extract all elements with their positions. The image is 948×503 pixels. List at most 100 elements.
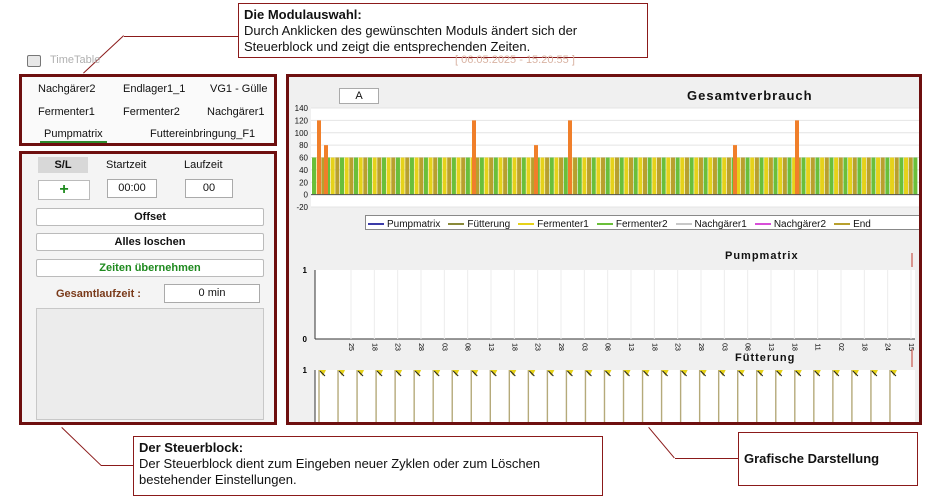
- chart1-y-tick: 0: [304, 191, 309, 200]
- chart1-bar: [899, 157, 904, 195]
- clear-all-button[interactable]: Alles loschen: [36, 233, 264, 251]
- legend-label: Nachgärer1: [694, 218, 747, 230]
- chart3-pulse-tick: [643, 370, 649, 377]
- chart1-bar: [447, 157, 452, 195]
- chart3-pulse-tick: [662, 370, 668, 377]
- chart1-bar: [461, 157, 466, 195]
- chart2-plot-area: [315, 270, 915, 339]
- module-futtereinbringung-f1[interactable]: Futtereinbringung_F1: [150, 128, 256, 140]
- chart1-bar: [801, 157, 806, 195]
- leader-modul-h: [124, 36, 238, 37]
- chart3-pulse-tick: [852, 370, 859, 377]
- chart1-bar: [587, 157, 592, 195]
- graph-tab-a[interactable]: A: [339, 88, 379, 104]
- offset-button[interactable]: Offset: [36, 208, 264, 226]
- legend-item: Nachgärer1: [675, 218, 747, 230]
- chart1-bar: [750, 157, 755, 195]
- chart1-y-tick: 80: [299, 141, 308, 150]
- chart1-bar: [325, 157, 331, 195]
- chart2-y-tick: 0: [303, 335, 308, 344]
- module-fermenter1[interactable]: Fermenter1: [38, 106, 95, 118]
- legend-item: Nachgärer2: [754, 218, 827, 230]
- chart3-pulse-tick: [567, 370, 573, 377]
- chart1-bar: [708, 157, 713, 195]
- duration-label: Laufzeit: [184, 159, 223, 171]
- chart1-bar: [848, 157, 853, 195]
- module-nachgaerer2[interactable]: Nachgärer2: [38, 83, 96, 95]
- chart1-bar: [852, 157, 857, 195]
- chart1-bar: [573, 157, 578, 195]
- duration-input[interactable]: 00: [185, 179, 233, 198]
- legend-item: End: [834, 219, 871, 229]
- legend-label: Fütterung: [467, 218, 511, 230]
- chart1-bar: [409, 157, 414, 195]
- chart3-pulse-tick: [795, 370, 802, 377]
- legend-swatch: [518, 223, 535, 225]
- chart1-bar: [726, 157, 731, 195]
- chart1-bar: [433, 157, 438, 195]
- legend-label: Fermenter1: [537, 218, 589, 230]
- chart3-pulse-tick: [871, 370, 878, 377]
- chart3-pulse-tick: [357, 370, 364, 377]
- sl-tab[interactable]: S/L: [38, 157, 88, 173]
- module-pumpmatrix[interactable]: Pumpmatrix: [40, 128, 107, 143]
- chart1-bar: [437, 157, 442, 195]
- legend-swatch: [675, 223, 692, 225]
- chart2-y-tick: 1: [303, 266, 308, 275]
- legend-item: Fütterung: [448, 218, 511, 230]
- chart1-bar: [367, 157, 372, 195]
- module-vg1-guelle[interactable]: VG1 - Gülle: [210, 83, 268, 95]
- chart1-bar: [540, 157, 545, 195]
- chart2-x-tick: 11: [814, 343, 821, 350]
- chart1-bar: [642, 157, 648, 195]
- chart2-x-tick: 28: [417, 343, 424, 351]
- chart1-bar: [531, 157, 536, 195]
- chart1-bar: [400, 157, 405, 195]
- chart1-bar: [806, 157, 811, 195]
- chart1-peak-bar: [795, 120, 799, 195]
- window-icon: [27, 55, 41, 67]
- apply-times-button[interactable]: Zeiten übernehmen: [36, 259, 264, 277]
- chart1-bar: [624, 157, 629, 195]
- chart1-y-tick: -20: [296, 203, 308, 212]
- legend-label: Nachgärer2: [773, 218, 827, 230]
- chart1-bar: [582, 157, 587, 195]
- legend-swatch: [754, 223, 771, 225]
- chart1-peak-bar: [324, 145, 328, 195]
- chart1-bar: [913, 157, 918, 195]
- chart1-bar: [512, 157, 517, 195]
- chart2-x-tick: 08: [744, 343, 751, 351]
- chart1-bar: [381, 157, 386, 195]
- module-fermenter2[interactable]: Fermenter2: [123, 106, 180, 118]
- callout-steuerblock: Der Steuerblock: Der Steuerblock dient z…: [133, 436, 603, 496]
- chart2-x-tick: 03: [720, 343, 727, 351]
- chart1-bar: [904, 157, 909, 195]
- chart1-bar: [703, 157, 708, 195]
- chart1-bar: [773, 157, 778, 195]
- legend-item: Pumpmatrix: [368, 219, 440, 229]
- chart3-pulse-tick: [471, 370, 478, 377]
- module-nachgaerer1[interactable]: Nachgärer1: [207, 106, 265, 118]
- callout-steuerblock-text: Der Steuerblock dient zum Eingeben neuer…: [139, 456, 541, 487]
- leader-grafik-d: [648, 427, 675, 459]
- add-cycle-button[interactable]: +: [38, 180, 90, 200]
- chart1-bar: [615, 157, 620, 195]
- chart3-pulse-tick: [586, 370, 592, 377]
- chart1-peak-bar: [534, 145, 538, 195]
- module-endlager1-1[interactable]: Endlager1_1: [123, 83, 186, 95]
- chart1-bar: [890, 157, 895, 195]
- chart2-x-tick: 13: [767, 343, 774, 351]
- chart1-bar: [824, 157, 829, 195]
- chart1-bar: [759, 157, 764, 195]
- chart1-bar: [517, 157, 522, 195]
- start-time-input[interactable]: 00:00: [107, 179, 157, 198]
- chart2-x-tick: 03: [580, 343, 587, 351]
- chart1-bar: [358, 157, 363, 195]
- chart1-bar: [680, 157, 685, 195]
- chart3-pulse-tick: [776, 370, 783, 377]
- chart1-bar: [363, 157, 368, 195]
- chart1-bar: [661, 157, 666, 195]
- graph-panel: A Gesamtverbrauch 140 120 100 80 60 40 20 0 -20 …: [286, 74, 922, 425]
- legend-item: Fermenter1: [518, 218, 589, 230]
- callout-modulauswahl: Die Modulauswahl: Durch Anklicken des ge…: [238, 3, 648, 58]
